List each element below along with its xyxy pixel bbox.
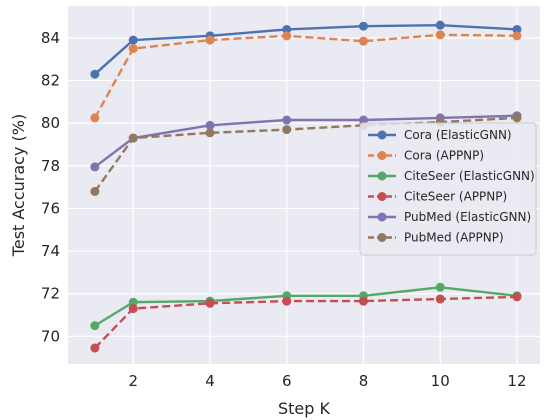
data-point bbox=[90, 186, 100, 196]
x-tick-label: 12 bbox=[507, 372, 526, 390]
y-tick-label: 78 bbox=[41, 157, 60, 175]
legend-box bbox=[359, 122, 537, 256]
data-point bbox=[128, 35, 138, 45]
y-tick-label: 82 bbox=[41, 72, 60, 90]
data-point bbox=[128, 44, 138, 54]
data-point bbox=[205, 128, 215, 138]
series-2 bbox=[90, 30, 522, 123]
data-point bbox=[205, 298, 215, 308]
legend-marker bbox=[377, 171, 387, 181]
y-tick-label: 70 bbox=[41, 327, 60, 345]
data-point bbox=[205, 120, 215, 130]
data-point bbox=[90, 113, 100, 123]
legend-marker bbox=[377, 212, 387, 222]
data-point bbox=[205, 35, 215, 45]
data-point bbox=[435, 294, 445, 304]
x-tick-label: 4 bbox=[205, 372, 215, 390]
legend-label: Cora (APPNP) bbox=[404, 149, 484, 163]
x-tick-label: 10 bbox=[431, 372, 450, 390]
legend-entry: PubMed (ElasticGNN) bbox=[368, 210, 531, 224]
legend-label: Cora (ElasticGNN) bbox=[404, 128, 512, 142]
data-point bbox=[512, 31, 522, 41]
legend-entry: Cora (ElasticGNN) bbox=[368, 128, 512, 142]
data-point bbox=[128, 304, 138, 314]
legend-label: PubMed (ElasticGNN) bbox=[404, 210, 531, 224]
x-tick-label: 2 bbox=[128, 372, 138, 390]
y-axis-label: Test Accuracy (%) bbox=[9, 114, 28, 257]
data-point bbox=[90, 321, 100, 331]
data-point bbox=[282, 125, 292, 135]
data-point bbox=[358, 36, 368, 46]
y-tick-label: 74 bbox=[41, 242, 60, 260]
data-point bbox=[512, 292, 522, 302]
legend-label: CiteSeer (ElasticGNN) bbox=[404, 169, 535, 183]
legend-label: CiteSeer (APPNP) bbox=[404, 190, 507, 204]
data-point bbox=[282, 115, 292, 125]
data-point bbox=[128, 133, 138, 143]
legend-entry: PubMed (APPNP) bbox=[368, 231, 504, 245]
x-axis-label: Step K bbox=[278, 399, 331, 418]
legend: Cora (ElasticGNN) Cora (APPNP) CiteSeer (E… bbox=[359, 122, 537, 256]
data-point bbox=[282, 296, 292, 306]
series-4 bbox=[90, 292, 522, 353]
x-tick-labels: 2 4 6 8 10 12 bbox=[128, 372, 526, 390]
x-tick-label: 6 bbox=[282, 372, 292, 390]
y-tick-label: 84 bbox=[41, 29, 60, 47]
data-point bbox=[90, 162, 100, 172]
legend-marker bbox=[377, 192, 387, 201]
data-point bbox=[90, 343, 100, 353]
legend-entry: Cora (APPNP) bbox=[368, 149, 484, 163]
data-point bbox=[282, 24, 292, 34]
y-tick-labels: 70 72 74 76 78 80 82 84 bbox=[41, 29, 60, 345]
legend-entry: CiteSeer (ElasticGNN) bbox=[368, 169, 535, 183]
data-point bbox=[435, 30, 445, 40]
data-point bbox=[90, 69, 100, 79]
legend-marker bbox=[377, 130, 387, 140]
data-point bbox=[358, 296, 368, 306]
x-tick-label: 8 bbox=[359, 372, 369, 390]
legend-marker bbox=[377, 233, 387, 242]
legend-entry: CiteSeer (APPNP) bbox=[368, 190, 507, 204]
y-tick-label: 72 bbox=[41, 285, 60, 303]
data-point bbox=[282, 31, 292, 41]
data-point bbox=[512, 113, 522, 123]
legend-marker bbox=[377, 151, 387, 160]
data-point bbox=[128, 297, 138, 307]
y-tick-label: 80 bbox=[41, 114, 60, 132]
data-point bbox=[435, 282, 445, 292]
legend-label: PubMed (APPNP) bbox=[404, 231, 504, 245]
series-lines bbox=[90, 20, 522, 353]
y-tick-label: 76 bbox=[41, 199, 60, 217]
data-point bbox=[435, 20, 445, 30]
data-point bbox=[512, 24, 522, 34]
data-point bbox=[358, 21, 368, 31]
